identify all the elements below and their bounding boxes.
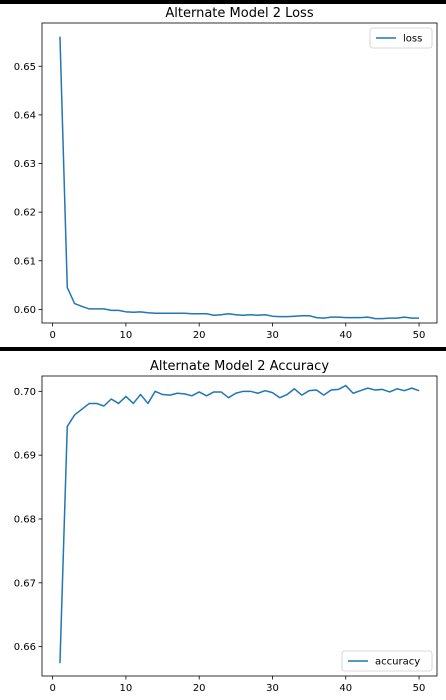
loss-chart: Alternate Model 2 Loss 0 10 20 30 40 50 0.60 0.6… — [14, 6, 438, 341]
loss-x-tick-label: 10 — [120, 330, 133, 341]
loss-y-tick-label: 0.61 — [14, 256, 36, 267]
loss-y-tick-label: 0.62 — [14, 208, 36, 219]
loss-axes-frame — [41, 22, 438, 324]
accuracy-y-tick-label: 0.69 — [14, 451, 36, 462]
loss-x-tick-label: 40 — [339, 330, 352, 341]
accuracy-x-tick-label: 50 — [413, 683, 426, 694]
loss-legend-box — [369, 27, 433, 49]
loss-y-tick-label: 0.63 — [14, 159, 36, 170]
accuracy-y-tick-label: 0.67 — [14, 578, 36, 589]
accuracy-series-line — [59, 384, 420, 664]
accuracy-legend-box — [341, 650, 433, 672]
accuracy-x-tick-label: 40 — [339, 683, 352, 694]
loss-x-tick-label: 50 — [413, 330, 426, 341]
loss-y-tick-label: 0.60 — [14, 305, 36, 316]
accuracy-chart-title: Alternate Model 2 Accuracy — [150, 359, 329, 374]
accuracy-x-tick-label: 0 — [49, 683, 55, 694]
loss-x-tick-label: 0 — [49, 330, 55, 341]
loss-x-tick-label: 30 — [266, 330, 279, 341]
accuracy-x-tick-label: 20 — [193, 683, 206, 694]
accuracy-x-tick-label: 10 — [120, 683, 133, 694]
accuracy-y-tick-label: 0.68 — [14, 514, 36, 525]
accuracy-y-tick-label: 0.70 — [14, 387, 36, 398]
accuracy-axes-frame — [41, 375, 438, 677]
loss-chart-panel: Alternate Model 2 Loss 0 10 20 30 40 50 0.60 0.6… — [0, 4, 446, 347]
loss-y-tick-label: 0.64 — [14, 110, 36, 121]
loss-series-line — [59, 36, 420, 320]
accuracy-x-tick-label: 30 — [266, 683, 279, 694]
accuracy-y-tick-label: 0.66 — [14, 642, 36, 653]
accuracy-legend: accuracy — [341, 650, 433, 672]
accuracy-legend-label: accuracy — [375, 657, 420, 668]
loss-y-tick-label: 0.65 — [14, 62, 36, 73]
loss-x-tick-label: 20 — [193, 330, 206, 341]
loss-legend-label: loss — [403, 34, 422, 45]
accuracy-chart: Alternate Model 2 Accuracy 0 10 20 30 40 50 0.6… — [14, 359, 438, 694]
loss-legend: loss — [369, 27, 433, 49]
loss-chart-title: Alternate Model 2 Loss — [165, 6, 313, 21]
accuracy-chart-panel: Alternate Model 2 Accuracy 0 10 20 30 40 50 0.6… — [0, 351, 446, 700]
